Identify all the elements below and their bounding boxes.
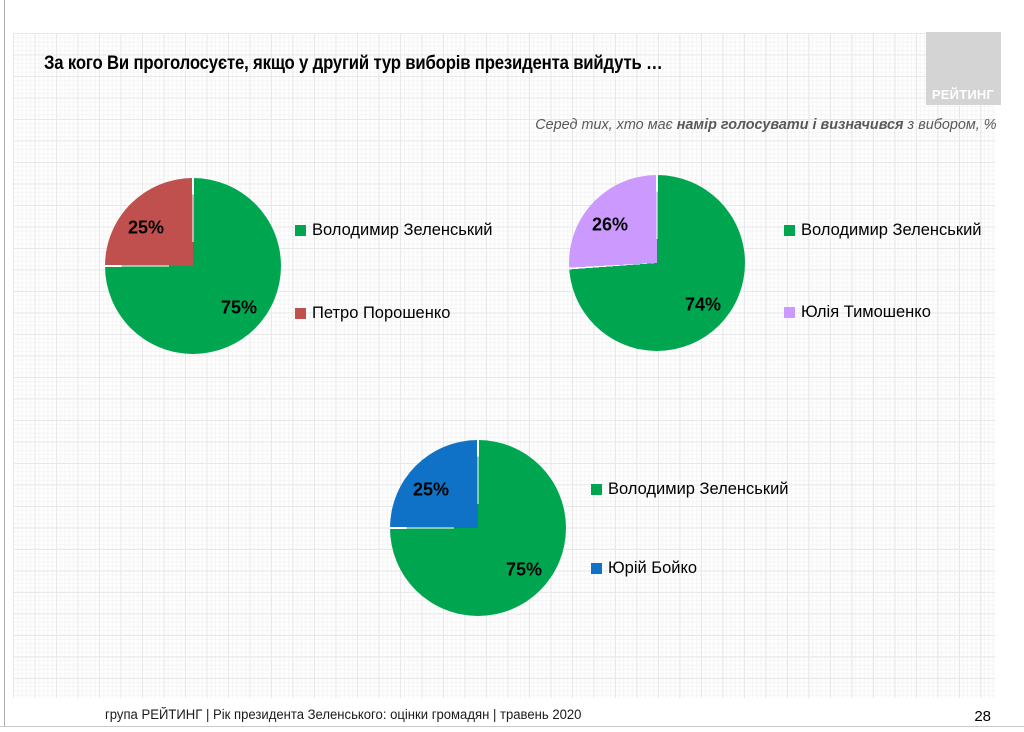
rating-logo-text: РЕЙТИНГ bbox=[931, 87, 995, 102]
pie1-minor-slice-label: 25% bbox=[127, 217, 165, 238]
page-number: 28 bbox=[974, 708, 991, 725]
legend-label: Володимир Зеленський bbox=[312, 220, 493, 239]
legend-item: Петро Порошенко bbox=[295, 303, 455, 322]
legend-item: Юлія Тимошенко bbox=[784, 302, 935, 321]
pie3-minor-slice-label: 25% bbox=[412, 479, 450, 500]
footer-divider-line bbox=[0, 726, 1024, 727]
legend-swatch-green bbox=[591, 483, 602, 495]
legend-label: Петро Порошенко bbox=[312, 303, 451, 322]
legend-swatch-red bbox=[295, 307, 306, 319]
subtitle-prefix: Серед тих, хто має bbox=[535, 116, 678, 133]
legend-item: Володимир Зеленський bbox=[591, 479, 794, 498]
subtitle-bold: намір голосувати і визначився bbox=[677, 116, 904, 133]
pie2-minor-slice-label: 26% bbox=[591, 214, 629, 235]
subtitle-suffix: з вибором, % bbox=[903, 116, 997, 133]
slide-title: За кого Ви проголосуєте, якщо у другий т… bbox=[44, 53, 663, 74]
slide-grid-background bbox=[13, 33, 995, 698]
legend-label: Володимир Зеленський bbox=[801, 220, 982, 239]
legend-label: Володимир Зеленський bbox=[608, 479, 789, 498]
pie1-major-slice-label: 75% bbox=[220, 297, 258, 318]
slide-subtitle: Серед тих, хто має намір голосувати і ви… bbox=[536, 116, 997, 133]
pie-chart-zelensky-tymoshenko: 26% 74% bbox=[569, 175, 745, 351]
legend-swatch-green bbox=[295, 224, 306, 236]
legend-swatch-lavender bbox=[784, 306, 795, 318]
legend-item: Володимир Зеленський bbox=[784, 220, 987, 239]
legend-item: Юрій Бойко bbox=[591, 558, 700, 577]
legend-label: Юлія Тимошенко bbox=[801, 302, 931, 321]
rating-group-logo: РЕЙТИНГ bbox=[926, 32, 1001, 105]
legend-swatch-green bbox=[784, 224, 795, 236]
footer-source-line: група РЕЙТИНГ | Рік президента Зеленсько… bbox=[105, 707, 582, 722]
legend-item: Володимир Зеленський bbox=[295, 220, 498, 239]
pie2-major-slice-label: 74% bbox=[684, 294, 722, 315]
pie-chart-zelensky-boyko: 25% 75% bbox=[390, 440, 566, 616]
pie3-major-slice-label: 75% bbox=[505, 559, 543, 580]
pie-chart-zelensky-poroshenko: 25% 75% bbox=[105, 178, 281, 354]
legend-label: Юрій Бойко bbox=[608, 558, 698, 577]
legend-swatch-blue bbox=[591, 562, 602, 574]
left-edge-line bbox=[4, 0, 5, 727]
